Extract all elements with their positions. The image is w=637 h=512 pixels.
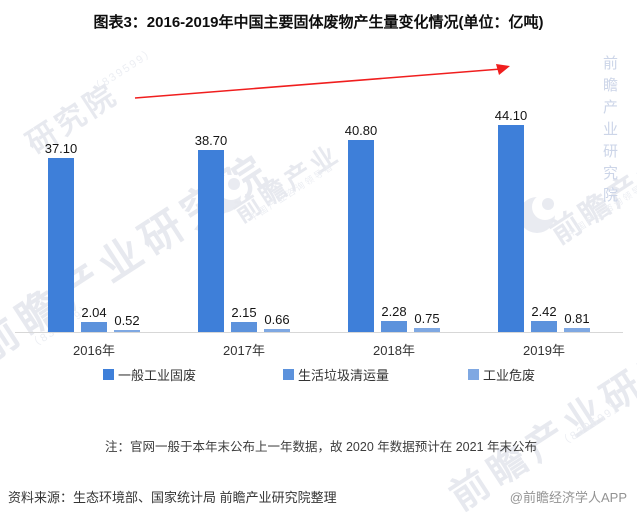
bar-2016年-工业危废 [114, 330, 140, 332]
x-axis-label: 2018年 [373, 343, 415, 358]
bar-value-label: 44.10 [494, 108, 528, 123]
legend-swatch [103, 369, 114, 380]
credit-text: @前瞻经济学人APP [509, 490, 627, 505]
legend-label: 一般工业固废 [118, 368, 197, 383]
bar-2017年-工业危废 [264, 329, 290, 332]
bar-value-label: 37.10 [44, 141, 78, 156]
bar-value-label: 2.04 [81, 305, 107, 320]
legend-swatch [468, 369, 479, 380]
bar-value-label: 2.28 [381, 304, 407, 319]
bar-2019年-生活垃圾清运量 [531, 321, 557, 332]
source-text: 资料来源：生态环境部、国家统计局 前瞻产业研究院整理 [8, 490, 337, 505]
x-axis-label: 2019年 [523, 343, 565, 358]
bar-value-label: 40.80 [344, 123, 378, 138]
x-axis-line [15, 332, 623, 333]
bar-value-label: 0.75 [414, 311, 440, 326]
bar-2018年-一般工业固废 [348, 140, 374, 332]
bar-value-label: 38.70 [194, 133, 228, 148]
chart-title: 图表3：2016-2019年中国主要固体废物产生量变化情况(单位：亿吨) [93, 14, 544, 31]
bar-2019年-工业危废 [564, 328, 590, 332]
bar-2019年-一般工业固废 [498, 125, 524, 332]
chart-note: 注：官网一般于本年末公布上一年数据，故 2020 年数据预计在 2021 年末公… [105, 440, 538, 454]
bar-value-label: 0.81 [564, 311, 590, 326]
legend-item-工业危废: 工业危废 [468, 365, 535, 384]
bar-2018年-工业危废 [414, 328, 440, 332]
legend-swatch [283, 369, 294, 380]
bar-2016年-生活垃圾清运量 [81, 322, 107, 332]
bar-2018年-生活垃圾清运量 [381, 321, 407, 332]
bar-2017年-生活垃圾清运量 [231, 322, 257, 332]
legend-label: 生活垃圾清运量 [298, 368, 390, 383]
bar-value-label: 2.42 [531, 304, 557, 319]
bar-value-label: 0.66 [264, 312, 290, 327]
legend-item-生活垃圾清运量: 生活垃圾清运量 [283, 365, 389, 384]
legend-item-一般工业固废: 一般工业固废 [103, 365, 196, 384]
bar-2016年-一般工业固废 [48, 158, 74, 332]
x-axis-label: 2016年 [73, 343, 115, 358]
bar-value-label: 0.52 [114, 313, 140, 328]
bar-value-label: 2.15 [231, 305, 257, 320]
x-axis-label: 2017年 [223, 343, 265, 358]
legend-label: 工业危废 [483, 368, 536, 383]
